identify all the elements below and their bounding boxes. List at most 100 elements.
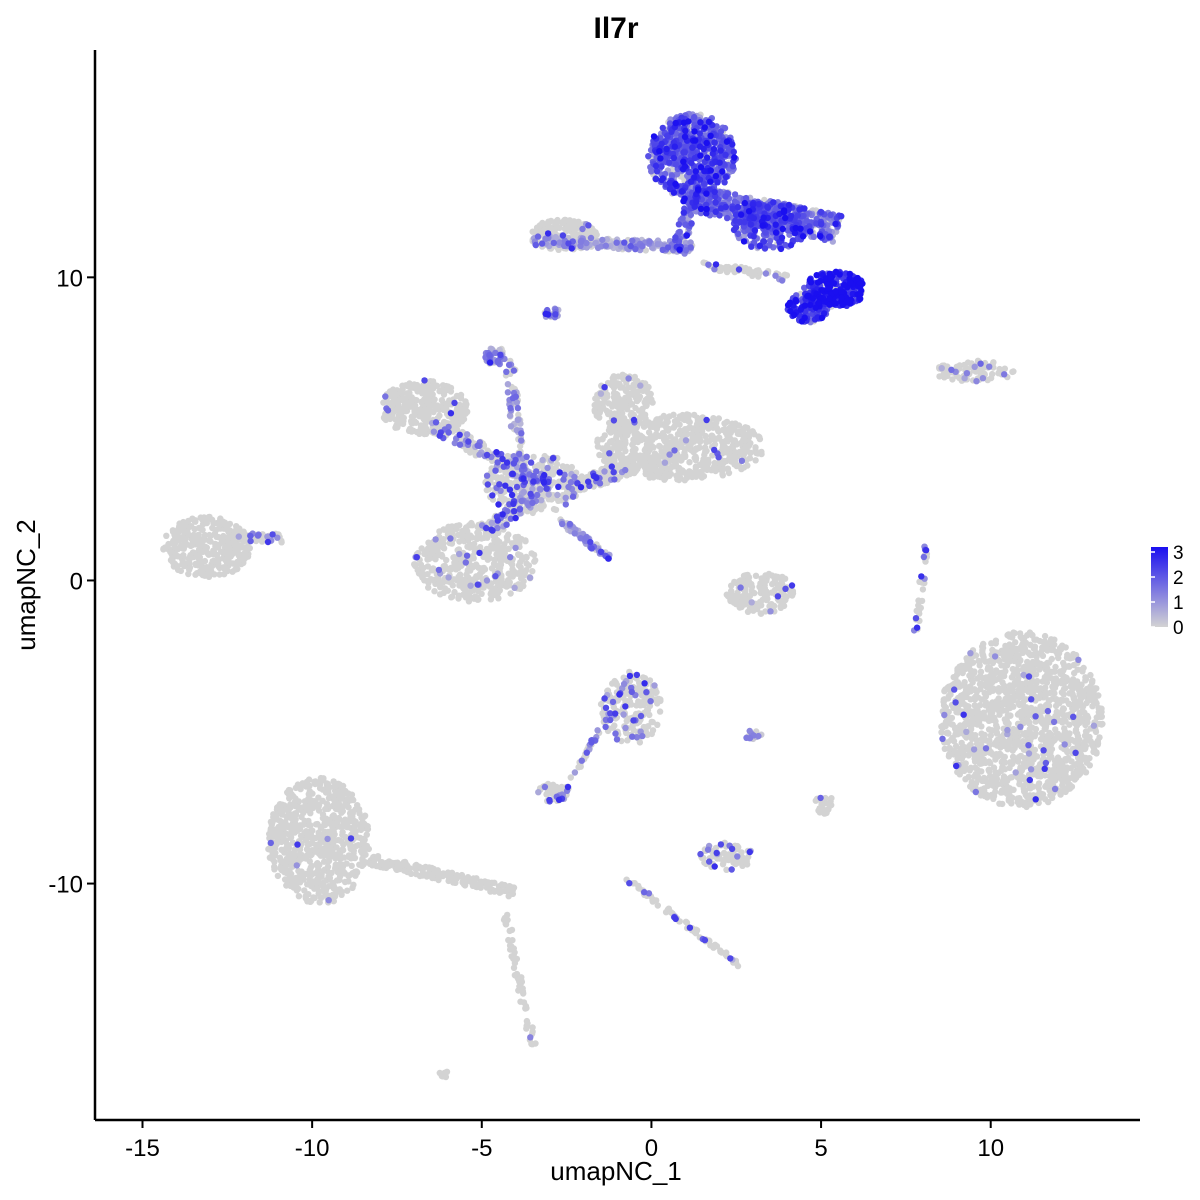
cell-point: [952, 742, 960, 750]
cell-point: [719, 472, 726, 479]
cell-point: [740, 451, 747, 458]
cell-point: [616, 380, 623, 388]
cell-point: [1089, 677, 1096, 684]
cell-point: [1060, 691, 1067, 698]
cell-point: [1065, 700, 1073, 707]
cell-point: [476, 544, 484, 551]
cell-point: [451, 559, 458, 566]
cell-point: [745, 578, 752, 585]
cell-point: [618, 403, 625, 410]
cell-point: [745, 432, 752, 439]
cell-point: [1032, 671, 1040, 678]
cell-point: [495, 595, 502, 602]
cell-point: [473, 573, 480, 580]
cell-point: [1052, 726, 1059, 733]
cell-point: [720, 465, 727, 473]
cell-point: [1064, 712, 1071, 719]
cell-point: [979, 651, 986, 658]
cell-point: [517, 575, 525, 582]
cell-point: [499, 547, 507, 555]
cell-point: [943, 729, 950, 737]
cell-point: [509, 565, 516, 573]
cell-point: [195, 554, 202, 561]
cell-point: [693, 427, 701, 434]
cell-point: [392, 424, 399, 431]
cell-point: [507, 590, 514, 597]
cell-point: [1032, 686, 1039, 693]
cell-point: [1059, 697, 1067, 704]
cell-point: [420, 382, 427, 389]
cell-point: [517, 552, 524, 559]
cell-point: [974, 675, 981, 682]
cell-point: [993, 667, 1000, 674]
cell-point: [667, 470, 674, 478]
cell-point: [1096, 720, 1103, 728]
cell-point: [529, 568, 536, 575]
cell-point: [425, 539, 432, 546]
cell-point: [594, 436, 601, 443]
cell-point: [464, 567, 471, 575]
cell-point: [662, 444, 670, 452]
cell-point: [726, 445, 734, 452]
cell-point: [187, 542, 194, 550]
cell-point: [630, 381, 637, 388]
cell-point: [459, 532, 466, 539]
cell-point: [999, 701, 1006, 708]
cell-point: [987, 374, 995, 382]
cell-point: [407, 384, 414, 391]
cell-point: [965, 663, 972, 671]
cell-point: [568, 463, 575, 471]
cell-point: [754, 450, 762, 457]
cell-point: [415, 408, 423, 415]
cell-point: [449, 593, 456, 600]
cell-point: [946, 745, 953, 753]
cell-point: [630, 436, 637, 443]
cell-point: [646, 435, 653, 442]
cell-point: [746, 455, 754, 462]
cell-point: [443, 556, 450, 564]
cell-point: [643, 402, 650, 409]
cell-point: [497, 580, 505, 587]
cell-point: [611, 410, 618, 417]
cell-point: [487, 596, 495, 603]
cell-point: [593, 412, 600, 419]
cell-point: [424, 381, 431, 389]
cell-point: [698, 428, 706, 435]
cell-point: [504, 577, 512, 584]
cell-point: [645, 429, 653, 436]
cell-point: [218, 548, 225, 555]
cell-point: [530, 551, 538, 559]
cell-point: [959, 669, 966, 677]
cell-point: [696, 461, 703, 469]
cell-point: [488, 565, 496, 572]
cell-point: [611, 457, 618, 464]
cell-point: [491, 556, 498, 563]
cell-point: [715, 459, 722, 466]
cell-point: [516, 540, 523, 547]
cell-point: [1047, 639, 1055, 647]
cell-point: [394, 416, 401, 424]
cell-point: [1049, 738, 1056, 746]
cell-point: [984, 794, 991, 801]
cell-point: [463, 524, 470, 531]
cell-point: [553, 460, 561, 468]
cell-point: [1042, 674, 1049, 682]
cell-point: [1071, 700, 1078, 707]
cell-point: [434, 547, 441, 555]
cell-point: [389, 386, 397, 393]
cell-point: [731, 449, 739, 456]
cell-point: [631, 373, 638, 381]
cell-point: [954, 768, 961, 776]
cell-point: [994, 753, 1001, 760]
cell-point: [1000, 653, 1008, 660]
cell-point: [675, 440, 682, 447]
cell-point: [1048, 646, 1055, 654]
cell-point: [730, 437, 737, 444]
cell-point: [738, 603, 745, 611]
cell-point: [192, 560, 199, 567]
cell-point: [919, 586, 927, 593]
cell-point: [175, 526, 183, 534]
cell-point: [982, 702, 989, 709]
cell-point: [660, 412, 667, 420]
cell-point: [1071, 669, 1078, 677]
